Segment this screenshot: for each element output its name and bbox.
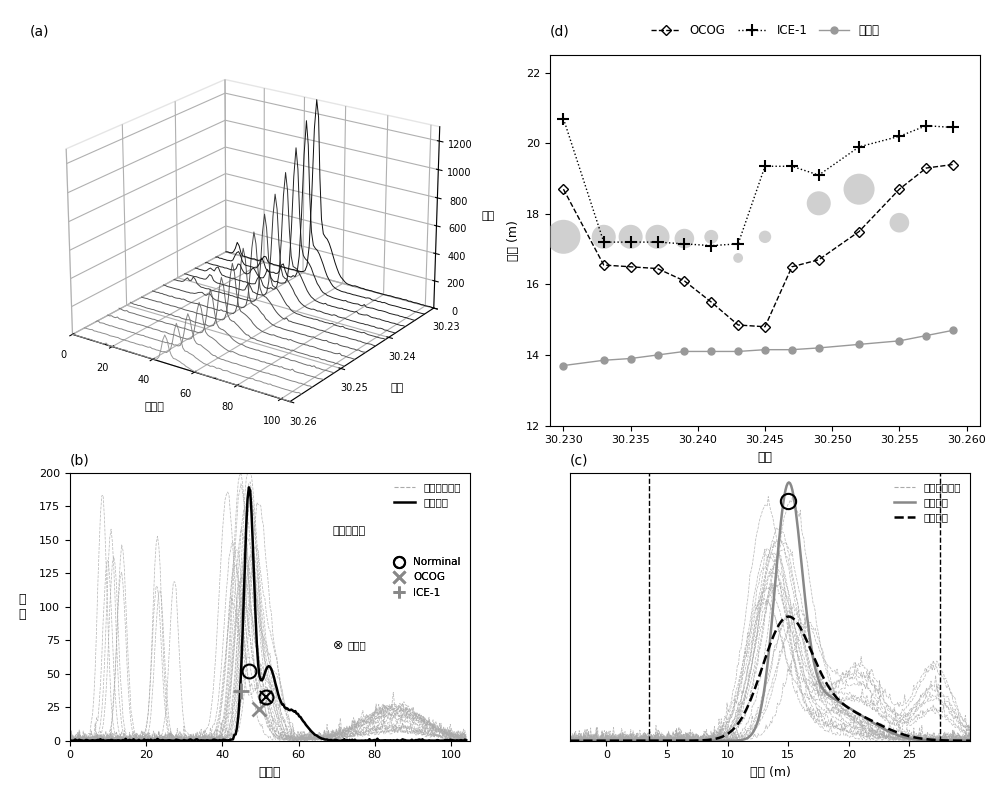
Point (623, 231, 639, 243)
OCOG (947, 160, 959, 169)
ICE-1 (786, 162, 798, 171)
本方法 (759, 345, 771, 355)
Y-axis label: 纬度: 纬度 (391, 383, 404, 393)
本方法 (853, 340, 865, 349)
Point (891, 217, 907, 229)
本方法 (947, 325, 959, 335)
Point (703, 231, 719, 243)
本方法 (732, 347, 744, 356)
ICE-1 (705, 241, 717, 251)
Point (811, 197, 827, 210)
本方法 (705, 347, 717, 356)
OCOG (893, 184, 905, 194)
OCOG (759, 322, 771, 332)
Point (555, 231, 571, 243)
Point (851, 183, 867, 195)
X-axis label: 高程 (m): 高程 (m) (750, 766, 790, 779)
OCOG (625, 262, 637, 272)
Legend: 沿轨波形序列, 当前波形, 平均波形: 沿轨波形序列, 当前波形, 平均波形 (890, 478, 965, 526)
Y-axis label: 高程 (m): 高程 (m) (507, 220, 520, 261)
本方法 (920, 331, 932, 340)
ICE-1 (853, 142, 865, 151)
Text: (a): (a) (30, 24, 50, 39)
ICE-1 (678, 239, 690, 248)
ICE-1 (893, 132, 905, 141)
ICE-1 (557, 114, 569, 124)
本方法 (678, 347, 690, 356)
Line: ICE-1: ICE-1 (558, 113, 959, 251)
Text: 本方法: 本方法 (348, 641, 367, 651)
本方法 (625, 354, 637, 363)
Text: 重跟踪方法: 重跟踪方法 (332, 526, 365, 537)
OCOG (732, 320, 744, 329)
Text: ⊗: ⊗ (333, 639, 344, 652)
OCOG (920, 163, 932, 173)
ICE-1 (625, 237, 637, 247)
ICE-1 (813, 170, 825, 180)
ICE-1 (759, 162, 771, 171)
本方法 (893, 336, 905, 346)
ICE-1 (598, 237, 610, 247)
Text: (d): (d) (550, 24, 570, 39)
Legend: Norminal, OCOG, ICE-1: Norminal, OCOG, ICE-1 (388, 553, 465, 602)
本方法 (598, 355, 610, 365)
ICE-1 (947, 123, 959, 132)
OCOG (786, 262, 798, 272)
X-axis label: 采样门: 采样门 (259, 766, 281, 779)
ICE-1 (920, 121, 932, 131)
ICE-1 (732, 239, 744, 248)
本方法 (813, 344, 825, 353)
X-axis label: 采样门: 采样门 (145, 403, 165, 412)
Line: OCOG: OCOG (560, 161, 957, 330)
OCOG (557, 184, 569, 194)
Point (596, 231, 612, 243)
OCOG (652, 264, 664, 273)
OCOG (853, 227, 865, 236)
Point (650, 231, 666, 243)
Y-axis label: 能
量: 能 量 (19, 593, 26, 621)
OCOG (678, 276, 690, 285)
OCOG (705, 297, 717, 307)
ICE-1 (652, 237, 664, 247)
Text: (b): (b) (70, 454, 90, 468)
OCOG (813, 255, 825, 265)
Text: (c): (c) (570, 454, 588, 468)
Point (730, 251, 746, 264)
Legend: OCOG, ICE-1, 本方法: OCOG, ICE-1, 本方法 (646, 20, 884, 42)
本方法 (652, 350, 664, 359)
OCOG (598, 260, 610, 269)
Line: 本方法: 本方法 (560, 327, 957, 369)
本方法 (557, 361, 569, 370)
本方法 (786, 345, 798, 355)
X-axis label: 纬度: 纬度 (758, 451, 772, 464)
Point (676, 232, 692, 245)
Point (757, 231, 773, 243)
